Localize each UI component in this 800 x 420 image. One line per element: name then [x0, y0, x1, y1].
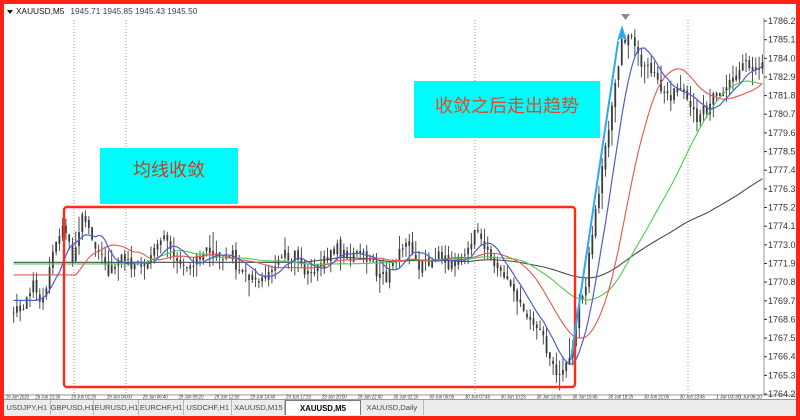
svg-text:1768.6: 1768.6: [768, 314, 796, 324]
svg-text:1779.6: 1779.6: [768, 128, 796, 138]
svg-text:1773.0: 1773.0: [768, 240, 796, 250]
svg-text:1765.3: 1765.3: [768, 370, 796, 380]
svg-text:1771.9: 1771.9: [768, 259, 796, 269]
svg-text:收敛之后走出趋势: 收敛之后走出趋势: [435, 96, 579, 116]
svg-text:均线收敛: 均线收敛: [133, 160, 205, 180]
svg-text:1780.7: 1780.7: [768, 109, 796, 119]
svg-text:1781.8: 1781.8: [768, 91, 796, 101]
svg-text:1775.2: 1775.2: [768, 203, 796, 213]
svg-text:1778.5: 1778.5: [768, 147, 796, 157]
svg-text:1776.3: 1776.3: [768, 184, 796, 194]
svg-text:1777.4: 1777.4: [768, 165, 796, 175]
svg-text:1770.8: 1770.8: [768, 277, 796, 287]
svg-text:1784.0: 1784.0: [768, 53, 796, 63]
svg-text:1769.7: 1769.7: [768, 296, 796, 306]
svg-text:1785.1: 1785.1: [768, 35, 796, 45]
svg-text:1782.9: 1782.9: [768, 72, 796, 82]
svg-text:1766.4: 1766.4: [768, 352, 796, 362]
svg-text:1767.5: 1767.5: [768, 333, 796, 343]
svg-text:1774.1: 1774.1: [768, 221, 796, 231]
svg-text:1764.2: 1764.2: [768, 389, 796, 399]
svg-text:1786.2: 1786.2: [768, 16, 796, 26]
